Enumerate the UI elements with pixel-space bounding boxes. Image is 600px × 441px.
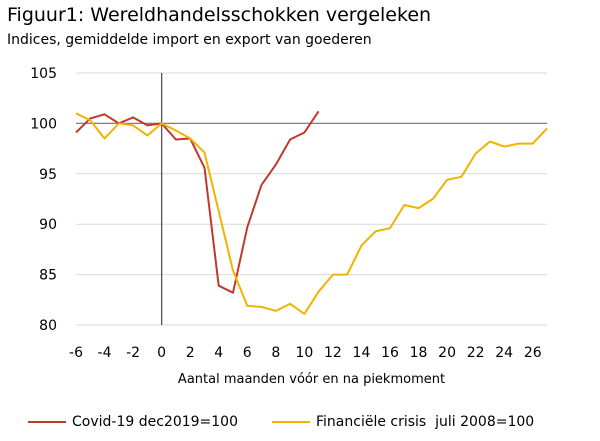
legend: Covid-19 dec2019=100 Financiële crisis j… <box>0 414 600 436</box>
legend-swatch-financial-crisis <box>272 421 310 423</box>
y-tick-label: 80 <box>39 318 57 334</box>
legend-label-financial-crisis: Financiële crisis juli 2008=100 <box>316 414 535 430</box>
x-tick-label: 26 <box>524 345 542 361</box>
y-tick-label: 95 <box>39 167 57 183</box>
chart-title: Figuur1: Wereldhandelsschokken vergeleke… <box>7 4 432 26</box>
x-tick-label: 14 <box>353 345 371 361</box>
x-tick-label: 8 <box>271 345 280 361</box>
grid-lines <box>76 72 547 326</box>
x-tick-label: 24 <box>495 345 513 361</box>
x-tick-label: 22 <box>467 345 485 361</box>
y-tick-label: 85 <box>39 268 57 284</box>
x-tick-label: 10 <box>295 345 313 361</box>
chart-subtitle: Indices, gemiddelde import en export van… <box>7 32 372 48</box>
x-tick-label: 0 <box>157 345 166 361</box>
x-tick-label: -2 <box>126 345 140 361</box>
legend-item-covid: Covid-19 dec2019=100 <box>28 414 238 430</box>
x-axis-labels: -6 -4 -2 0 2 4 6 8 10 12 14 16 18 20 22 24 26 <box>69 345 542 361</box>
x-tick-label: 12 <box>324 345 342 361</box>
legend-item-financial-crisis: Financiële crisis juli 2008=100 <box>272 414 534 430</box>
y-tick-label: 105 <box>30 66 57 82</box>
y-axis-labels: 80 85 90 95 100 105 <box>30 66 57 334</box>
series-lines <box>75 110 548 315</box>
x-axis-title: Aantal maanden vóór en na piekmoment <box>178 372 445 387</box>
x-tick-label: 4 <box>214 345 223 361</box>
legend-label-covid: Covid-19 dec2019=100 <box>72 414 238 430</box>
y-tick-label: 90 <box>39 217 57 233</box>
x-tick-label: -6 <box>69 345 83 361</box>
reference-lines <box>76 73 547 325</box>
series-line-1 <box>75 112 548 315</box>
x-tick-label: 20 <box>438 345 456 361</box>
y-tick-label: 100 <box>30 116 57 132</box>
x-tick-label: 16 <box>381 345 399 361</box>
x-tick-label: 6 <box>243 345 252 361</box>
x-tick-label: 2 <box>186 345 195 361</box>
series-line-0 <box>75 110 320 294</box>
legend-swatch-covid <box>28 421 66 423</box>
x-tick-label: -4 <box>98 345 112 361</box>
x-tick-label: 18 <box>410 345 428 361</box>
